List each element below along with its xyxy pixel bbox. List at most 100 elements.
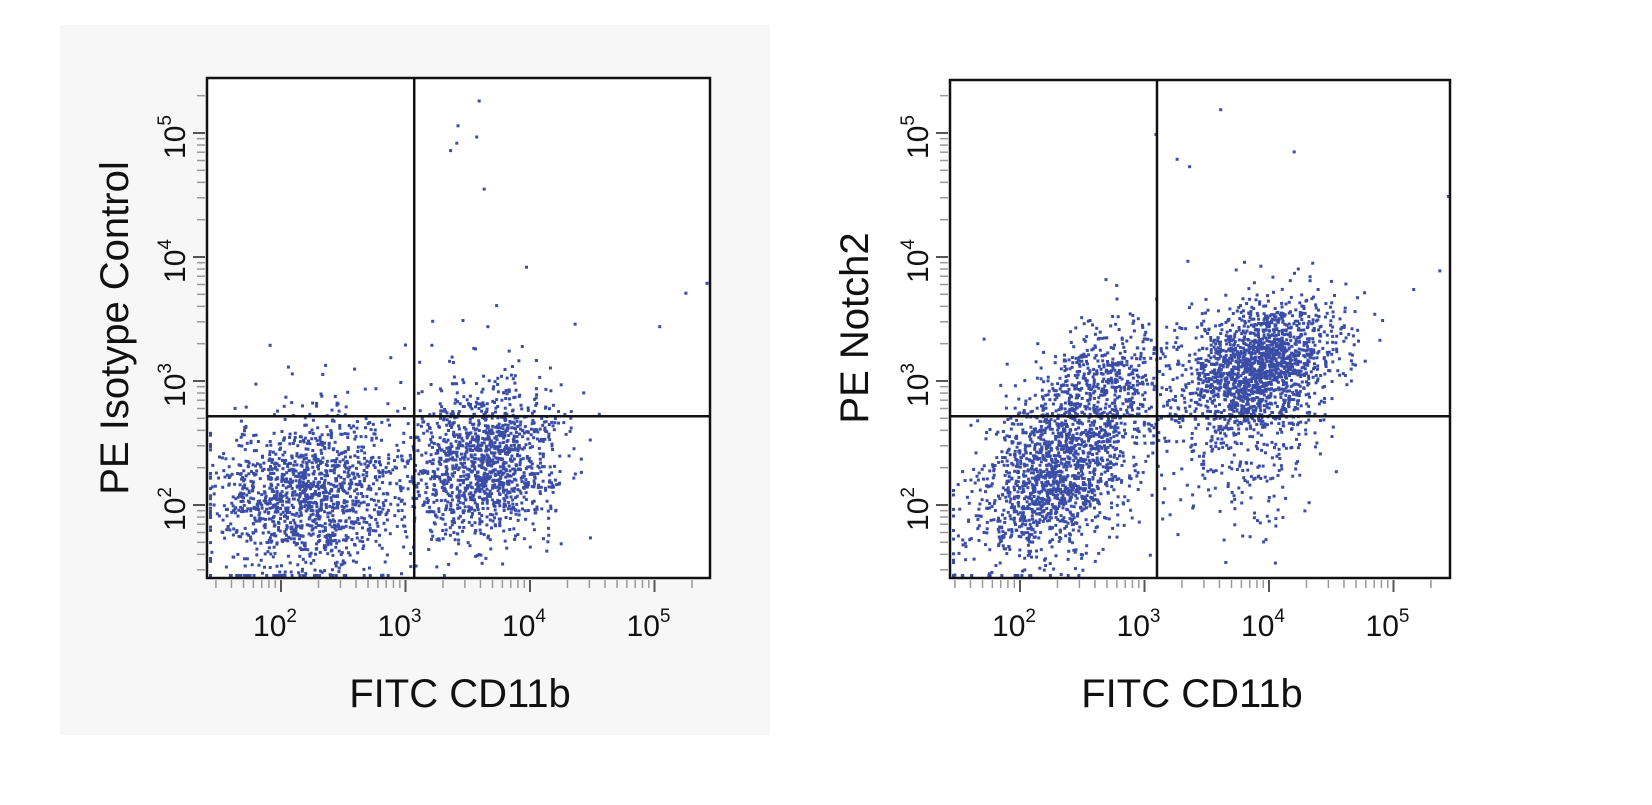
data-point [1106, 458, 1109, 461]
data-point [1017, 398, 1020, 401]
data-point [332, 518, 335, 521]
data-point [307, 473, 310, 476]
data-point [385, 513, 388, 516]
data-point [1068, 540, 1071, 543]
data-point [473, 438, 476, 441]
data-point [1028, 497, 1031, 500]
data-point [378, 456, 381, 459]
data-point [983, 531, 986, 534]
data-point [1095, 369, 1098, 372]
data-point [1010, 528, 1013, 531]
data-point [422, 420, 425, 423]
data-point [1133, 353, 1136, 356]
data-point [286, 517, 289, 520]
data-point [459, 483, 462, 486]
data-point [487, 535, 490, 538]
data-point [284, 571, 287, 574]
data-point [483, 476, 486, 479]
data-point [242, 469, 245, 472]
data-point [1026, 470, 1029, 473]
data-point [353, 476, 356, 479]
data-point [1332, 315, 1335, 318]
data-point [536, 472, 539, 475]
data-point [969, 479, 972, 482]
data-point [1049, 562, 1052, 565]
data-point [284, 480, 287, 483]
data-point [1036, 430, 1039, 433]
data-point [1152, 442, 1155, 445]
data-point [496, 438, 499, 441]
data-point [1059, 470, 1062, 473]
data-point [1043, 517, 1046, 520]
data-point [1005, 482, 1008, 485]
data-point [1059, 488, 1062, 491]
data-point [1076, 370, 1079, 373]
data-point [363, 501, 366, 504]
data-point [518, 513, 521, 516]
data-point [952, 559, 955, 562]
data-point [1019, 456, 1022, 459]
data-point [477, 448, 480, 451]
data-point [1057, 464, 1060, 467]
data-point [245, 460, 248, 463]
data-point [500, 375, 503, 378]
data-point [1107, 492, 1110, 495]
data-point [279, 498, 282, 501]
data-point [251, 563, 254, 566]
data-point [1221, 464, 1224, 467]
data-point [482, 375, 485, 378]
data-point [531, 485, 534, 488]
data-point [1000, 574, 1003, 577]
data-point [1022, 488, 1025, 491]
data-point [1017, 502, 1020, 505]
data-point [1063, 527, 1066, 530]
data-point [426, 470, 429, 473]
data-point [1035, 360, 1038, 363]
data-point [281, 459, 284, 462]
data-point [1159, 357, 1162, 360]
data-point [368, 533, 371, 536]
data-point [365, 417, 368, 420]
data-point [554, 417, 557, 420]
data-point [294, 494, 297, 497]
data-point [1097, 514, 1100, 517]
data-point [378, 544, 381, 547]
data-point [1031, 461, 1034, 464]
data-point [346, 500, 349, 503]
data-point [284, 532, 287, 535]
data-point [329, 429, 332, 432]
data-point [469, 496, 472, 499]
data-point [437, 444, 440, 447]
data-point [1019, 466, 1022, 469]
data-point [474, 432, 477, 435]
data-point [1063, 451, 1066, 454]
data-point [1057, 484, 1060, 487]
data-point [1045, 407, 1048, 410]
data-point [997, 544, 1000, 547]
data-point [1047, 441, 1050, 444]
data-point [327, 482, 330, 485]
data-point [326, 460, 329, 463]
data-point [1051, 475, 1054, 478]
data-point [393, 514, 396, 517]
data-point [1136, 384, 1139, 387]
data-point [496, 405, 499, 408]
data-point [418, 439, 421, 442]
data-point [1144, 442, 1147, 445]
data-point [294, 514, 297, 517]
data-point [1131, 435, 1134, 438]
data-point [358, 504, 361, 507]
data-point [497, 390, 500, 393]
data-point [376, 479, 379, 482]
data-point [1113, 456, 1116, 459]
data-point [1049, 472, 1052, 475]
data-point [1110, 485, 1113, 488]
data-point [245, 474, 248, 477]
data-point [1120, 361, 1123, 364]
data-point [1026, 527, 1029, 530]
data-point [271, 458, 274, 461]
data-point [221, 456, 224, 459]
data-point [294, 460, 297, 463]
data-point [1075, 405, 1078, 408]
